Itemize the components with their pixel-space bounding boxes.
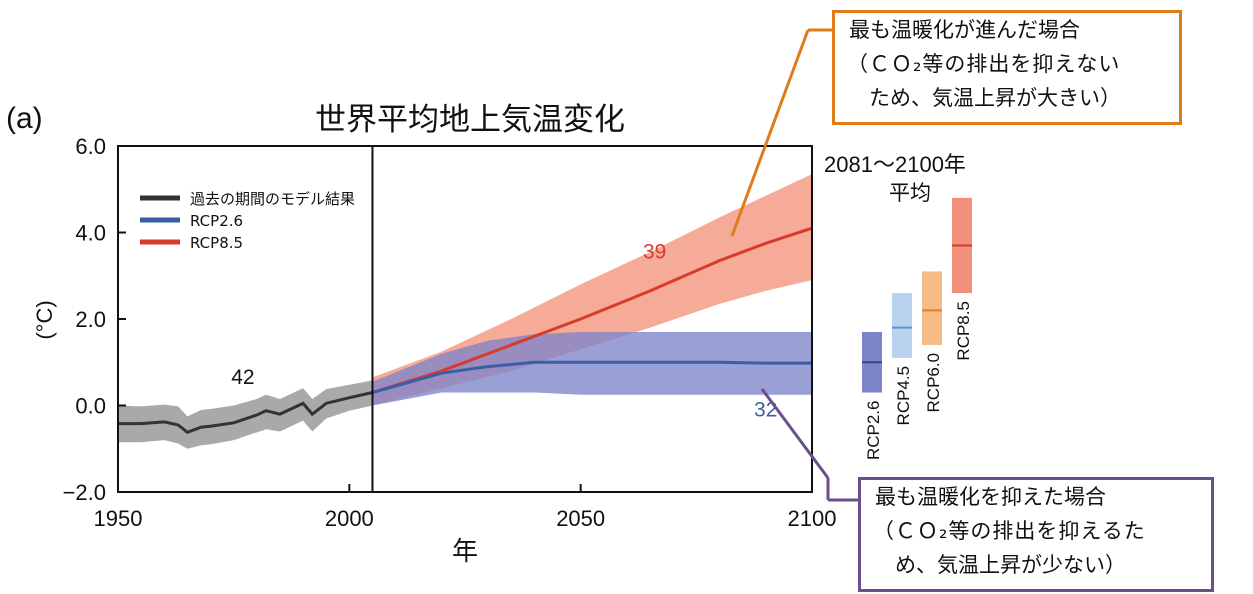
y-tick-label: 6.0 <box>75 134 106 159</box>
callout-high-line1: 最も温暖化が進んだ場合 <box>849 18 1080 42</box>
callout-low-line1: 最も温暖化を抑えた場合 <box>875 485 1106 509</box>
x-tick-label: 2100 <box>788 506 837 531</box>
series-band-0 <box>118 380 373 449</box>
y-axis-label: (°C) <box>32 300 57 339</box>
series-line-1 <box>372 226 813 394</box>
side-panel-subtitle: 平均 <box>889 181 931 205</box>
x-axis-label: 年 <box>452 537 478 567</box>
side-bar-label: RCP4.5 <box>894 366 913 426</box>
y-tick-label: 0.0 <box>75 394 106 419</box>
legend-label: RCP2.6 <box>190 212 243 230</box>
side-bar-rcp45 <box>892 293 912 358</box>
model-count-label: 39 <box>643 240 666 263</box>
plot-area: 1950 2000 2050 2100 6.0 4.0 2.0 0.0 −2.0 過去の期間のモデ… <box>63 134 837 531</box>
series-line-2 <box>372 360 812 394</box>
model-count-label: 32 <box>754 398 777 421</box>
callout-high-pointer <box>730 29 810 237</box>
legend-label: RCP8.5 <box>190 234 243 252</box>
callout-high-line3: ため、気温上昇が大きい） <box>869 86 1121 110</box>
side-bar-label: RCP8.5 <box>954 301 973 361</box>
y-tick-label: 2.0 <box>75 307 106 332</box>
x-tick-label: 1950 <box>94 506 143 531</box>
chart-title: 世界平均地上気温変化 <box>315 102 625 138</box>
x-tick-label: 2000 <box>325 506 374 531</box>
callout-high-line2: （ＣＯ₂等の排出を抑えない <box>847 52 1121 76</box>
series-band-2 <box>372 331 812 406</box>
y-tick-label: 4.0 <box>75 221 106 246</box>
legend-label: 過去の期間のモデル結果 <box>190 190 355 208</box>
panel-label: (a) <box>6 102 43 135</box>
callout-low-line3: め、気温上昇が少ない） <box>895 553 1126 577</box>
legend: 過去の期間のモデル結果 RCP2.6 RCP8.5 <box>140 190 355 252</box>
series-line-0 <box>118 391 373 435</box>
callout-low-emissions: 最も温暖化を抑えた場合 （ＣＯ₂等の排出を抑えるた め、気温上昇が少ない） <box>858 477 1214 592</box>
callout-high-emissions: 最も温暖化が進んだ場合 （ＣＯ₂等の排出を抑えない ため、気温上昇が大きい） <box>832 10 1182 125</box>
side-panel-title: 2081～2100年 <box>824 152 966 177</box>
y-tick-label: −2.0 <box>63 480 106 505</box>
side-bar-label: RCP2.6 <box>864 401 883 461</box>
side-bar-label: RCP6.0 <box>924 353 943 413</box>
model-count-label: 42 <box>231 366 254 389</box>
side-panel: RCP2.6 RCP4.5 RCP6.0 RCP8.5 <box>862 197 973 461</box>
side-bar-rcp60 <box>922 271 942 345</box>
callout-low-line2: （ＣＯ₂等の排出を抑えるた <box>873 519 1146 543</box>
x-tick-label: 2050 <box>556 506 605 531</box>
callout-low-pointer <box>760 388 830 479</box>
